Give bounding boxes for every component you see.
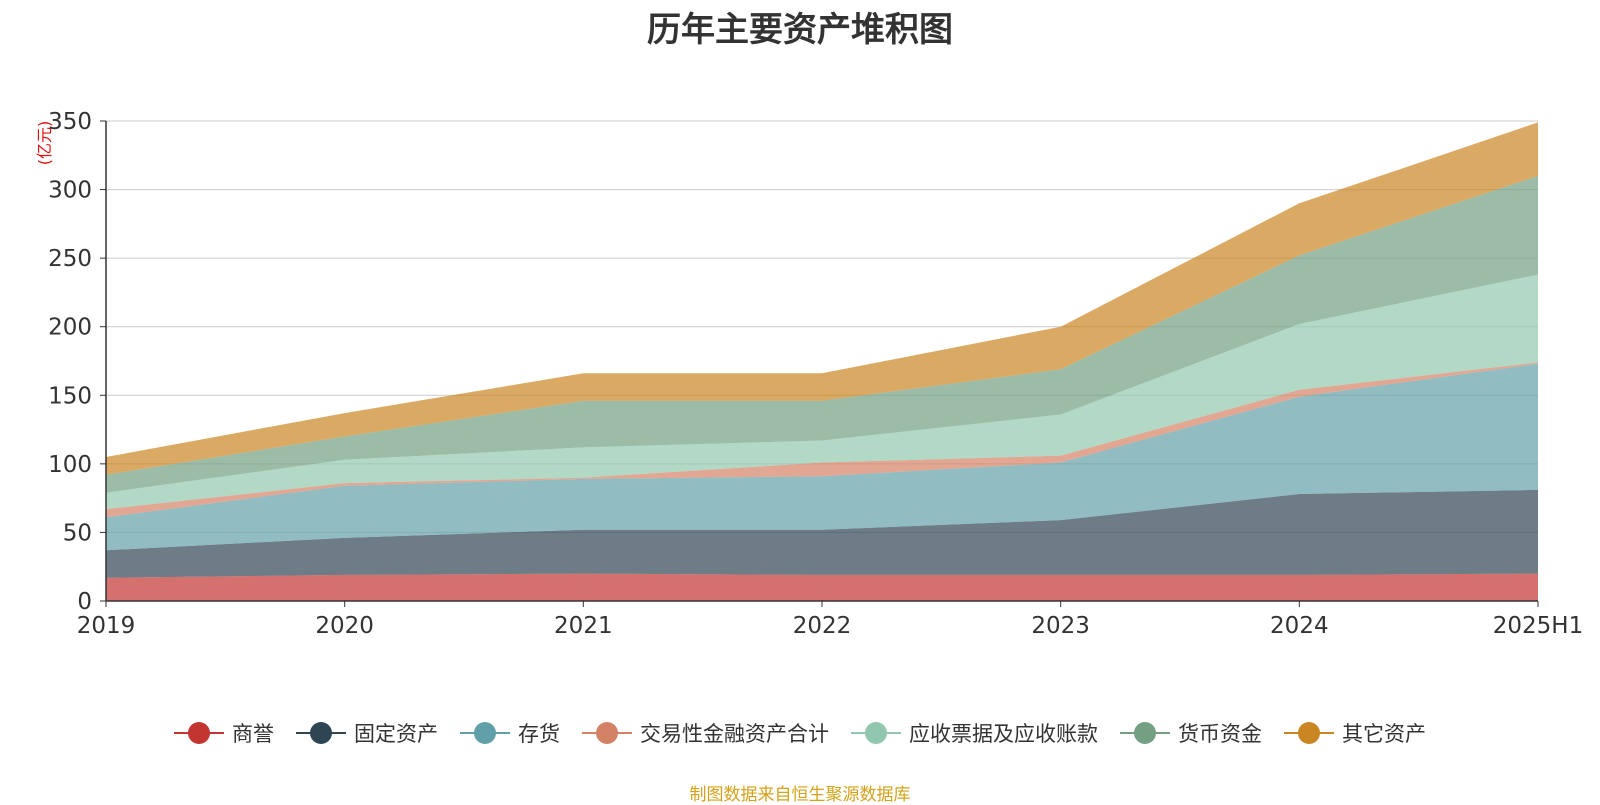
x-tick-label: 2021 [554, 613, 613, 639]
series-area [106, 122, 1538, 475]
series-areas [106, 122, 1538, 601]
x-tick-label: 2023 [1031, 613, 1090, 639]
y-tick-label: 150 [48, 383, 92, 409]
legend-label: 应收票据及应收账款 [909, 722, 1098, 746]
legend-item[interactable]: 固定资产 [296, 718, 438, 748]
y-tick-label: 100 [48, 452, 92, 478]
y-tick-label: 200 [48, 315, 92, 341]
legend-label: 交易性金融资产合计 [640, 722, 829, 746]
x-tick-label: 2024 [1270, 613, 1329, 639]
legend-marker-icon [296, 722, 346, 744]
y-tick-label: 350 [48, 109, 92, 135]
series-area [106, 274, 1538, 510]
y-axis-unit-label: (亿元) [35, 121, 54, 166]
legend-item[interactable]: 交易性金融资产合计 [582, 718, 829, 748]
series-area [106, 363, 1538, 551]
legend-label: 商誉 [232, 722, 274, 746]
y-tick-label: 50 [63, 520, 92, 546]
legend-label: 其它资产 [1342, 722, 1426, 746]
legend: 商誉 固定资产 存货 交易性金融资产合计 应收票据及应收账款 货币资金 其它资产 [0, 718, 1600, 748]
legend-marker-icon [460, 722, 510, 744]
series-area [106, 573, 1538, 601]
legend-label: 固定资产 [354, 722, 438, 746]
legend-marker-icon [1284, 722, 1334, 744]
legend-item[interactable]: 其它资产 [1284, 718, 1426, 748]
x-tick-label: 2025H1 [1493, 613, 1583, 639]
legend-item[interactable]: 货币资金 [1120, 718, 1262, 748]
x-tick-label: 2020 [315, 613, 374, 639]
legend-marker-icon [582, 722, 632, 744]
y-tick-label: 300 [48, 178, 92, 204]
legend-item[interactable]: 存货 [460, 718, 560, 748]
chart-title: 历年主要资产堆积图 [647, 10, 953, 50]
legend-item[interactable]: 商誉 [174, 718, 274, 748]
legend-label: 货币资金 [1178, 722, 1262, 746]
axes: 0 50 100 150 200 250 300 350 2019 2020 2021 2022 202… [48, 109, 1583, 639]
legend-marker-icon [851, 722, 901, 744]
y-tick-label: 0 [77, 589, 92, 615]
x-tick-label: 2019 [77, 613, 136, 639]
legend-marker-icon [1120, 722, 1170, 744]
series-area [106, 489, 1538, 578]
legend-marker-icon [174, 722, 224, 744]
legend-item[interactable]: 应收票据及应收账款 [851, 718, 1098, 748]
series-area [106, 175, 1538, 493]
y-tick-label: 250 [48, 246, 92, 272]
x-tick-label: 2022 [793, 613, 852, 639]
source-note: 制图数据来自恒生聚源数据库 [689, 785, 911, 805]
legend-label: 存货 [518, 722, 560, 746]
